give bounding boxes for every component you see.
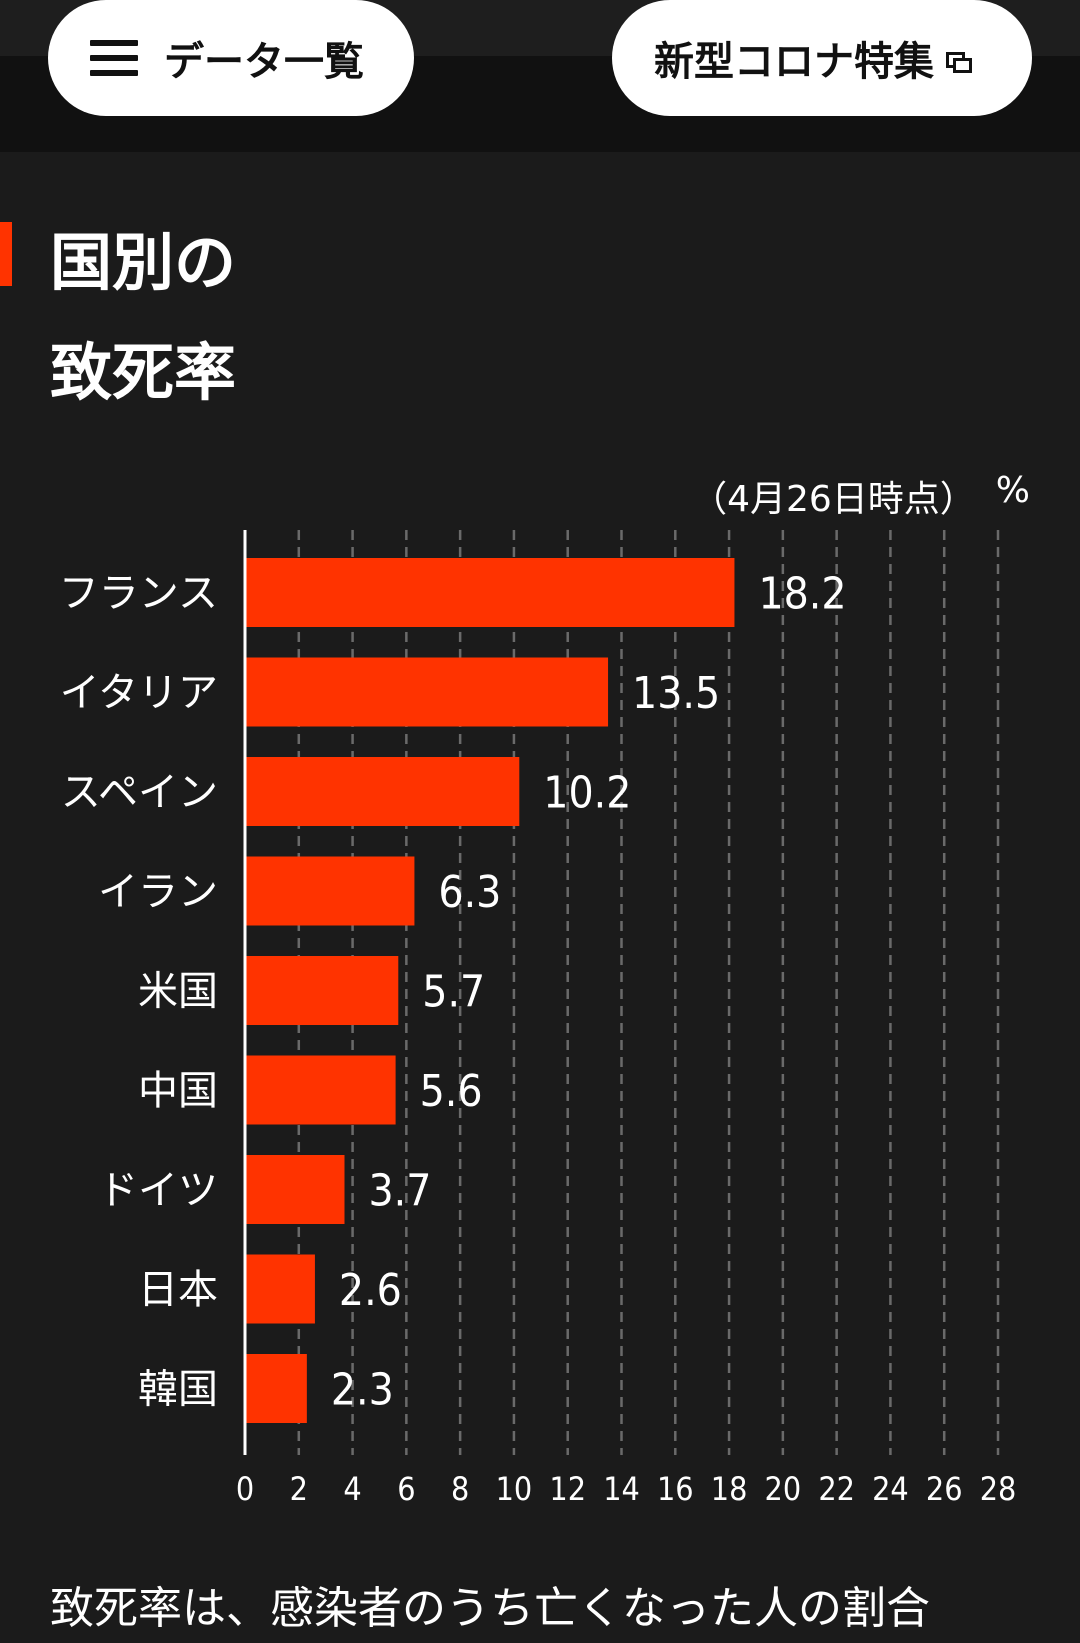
x-tick-label: 16 [657, 1470, 694, 1508]
chart-caption: 致死率は、感染者のうち亡くなった人の割合 [50, 1583, 930, 1634]
x-tick-label: 0 [236, 1470, 254, 1508]
bar-7 [245, 1155, 345, 1224]
value-label: 2.6 [339, 1265, 402, 1316]
x-tick-label: 2 [290, 1470, 308, 1508]
value-label: 13.5 [632, 668, 720, 719]
x-tick-label: 8 [451, 1470, 469, 1508]
bar-5 [245, 956, 399, 1025]
category-label: ドイツ [98, 1168, 218, 1214]
category-label: スペイン [61, 770, 218, 816]
coronavirus-feature-button[interactable]: 新型コロナ特集 [612, 0, 1032, 116]
value-label: 5.7 [422, 967, 485, 1018]
section-title-line-1: 国別の [50, 226, 237, 299]
chart-note: （4月26日時点） % [691, 470, 1030, 522]
category-label: フランス [59, 571, 218, 617]
category-label: イラン [98, 869, 218, 915]
bar-8 [245, 1254, 315, 1324]
category-label: 中国 [138, 1068, 218, 1114]
data-list-label: データ一覧 [164, 39, 364, 85]
x-tick-label: 20 [765, 1470, 802, 1508]
bar-9 [245, 1354, 307, 1423]
value-label: 5.6 [420, 1066, 483, 1117]
bar-2 [245, 657, 609, 727]
bar-4 [245, 856, 415, 926]
section-title-line-2: 致死率 [50, 336, 237, 409]
x-tick-label: 22 [818, 1470, 855, 1508]
category-label: 米国 [138, 969, 218, 1015]
chart-unit: % [995, 470, 1030, 511]
section-accent-bar [0, 222, 12, 286]
category-label: 日本 [138, 1267, 218, 1313]
data-list-button[interactable]: データ一覧 [48, 0, 414, 116]
value-label: 2.3 [331, 1365, 394, 1416]
x-tick-label: 26 [926, 1470, 963, 1508]
value-label: 18.2 [758, 569, 846, 620]
x-tick-label: 6 [397, 1470, 415, 1508]
value-label: 3.7 [369, 1166, 432, 1217]
x-tick-label: 4 [343, 1470, 361, 1508]
section-title: 国別の 致死率 [50, 208, 450, 428]
x-tick-label: 28 [980, 1470, 1017, 1508]
bar-3 [245, 757, 520, 826]
category-label: イタリア [60, 670, 218, 716]
x-tick-label: 18 [711, 1470, 748, 1508]
hamburger-menu-icon [90, 40, 138, 76]
value-label: 6.3 [438, 867, 501, 918]
x-tick-label: 12 [549, 1470, 586, 1508]
bar-1 [245, 558, 735, 627]
chart-date-note: （4月26日時点） [691, 479, 976, 520]
external-link-icon [946, 52, 972, 73]
x-tick-label: 24 [872, 1470, 909, 1508]
coronavirus-feature-label: 新型コロナ特集 [654, 39, 934, 85]
x-tick-label: 10 [496, 1470, 533, 1508]
bar-6 [245, 1055, 396, 1125]
value-label: 10.2 [543, 768, 631, 819]
category-label: 韓国 [138, 1367, 218, 1413]
x-tick-label: 14 [603, 1470, 640, 1508]
